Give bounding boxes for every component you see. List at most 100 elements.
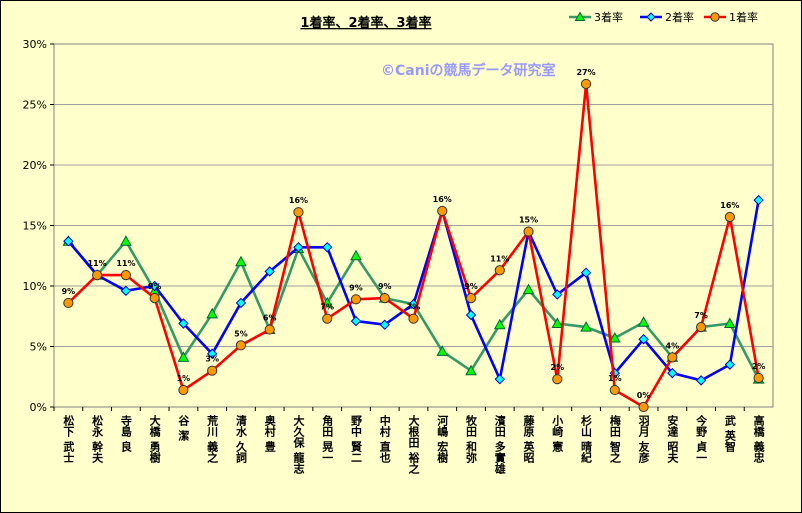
data-point — [206, 307, 219, 319]
data-point — [120, 270, 132, 281]
x-tick-label: 河嶋 宏樹 — [436, 414, 449, 464]
data-point — [206, 348, 218, 359]
data-point — [293, 242, 304, 253]
data-point — [178, 384, 189, 396]
legend-marker — [646, 12, 656, 22]
legend-label: 1着率 — [729, 10, 758, 24]
data-label: 5% — [234, 329, 248, 338]
data-point — [494, 373, 505, 385]
data-point — [379, 319, 390, 330]
y-tick-label: 20% — [23, 159, 47, 172]
x-tick-label: 武 英智 — [723, 414, 737, 453]
legend: 3着率 2着率 1着率 — [569, 10, 758, 24]
chart-title: 1着率、2着率、3着率 — [300, 15, 431, 31]
data-point — [638, 334, 649, 345]
data-point — [695, 375, 707, 386]
x-tick-label: 羽月 友彦 — [637, 415, 651, 464]
x-tick-label: 今野 貞一 — [695, 414, 709, 463]
data-label: 7% — [407, 303, 421, 312]
data-label: 4% — [666, 341, 680, 350]
data-point — [322, 313, 333, 324]
data-point — [350, 249, 362, 261]
x-tick-label: 大根田 裕之 — [407, 414, 421, 475]
data-point — [724, 317, 736, 329]
data-point — [465, 364, 477, 376]
x-tick-label: 奥村 豊 — [263, 414, 277, 452]
x-tick-label: 角田 晃一 — [321, 414, 335, 463]
data-label: 11% — [116, 259, 135, 268]
data-point — [178, 318, 189, 329]
data-point — [408, 313, 419, 324]
data-point — [350, 315, 362, 327]
data-point — [177, 351, 190, 362]
data-label: 9% — [349, 283, 363, 292]
data-point — [667, 367, 678, 379]
data-label: 7% — [694, 311, 708, 320]
data-point — [667, 352, 678, 363]
data-label: 1% — [608, 374, 622, 383]
x-tick-label: 杉山 晴紀 — [580, 414, 593, 464]
data-point — [637, 316, 650, 327]
data-point — [120, 235, 132, 246]
data-point — [552, 374, 563, 385]
data-point — [149, 293, 160, 304]
data-point — [724, 359, 736, 370]
data-label: 0% — [637, 391, 651, 400]
x-tick-label: 牧田 和弥 — [465, 414, 478, 464]
x-tick-label: 松下 武士 — [62, 414, 75, 463]
data-point — [523, 226, 534, 237]
data-point — [235, 255, 247, 267]
legend-marker — [574, 11, 586, 21]
x-tick-label: 荒川 義之 — [206, 414, 220, 464]
x-tick-label: 松永 幹夫 — [91, 414, 105, 464]
x-tick-label: 谷 潔 — [177, 414, 190, 442]
x-tick-label: 高橋 義忠 — [752, 414, 765, 464]
data-point — [63, 297, 74, 309]
x-tick-label: 安達 昭夫 — [666, 414, 679, 464]
data-label: 27% — [576, 68, 595, 77]
data-label: 2% — [551, 363, 565, 372]
data-point — [580, 321, 592, 332]
x-tick-label: 藤原 英昭 — [522, 414, 536, 464]
x-tick-label: 大橋 勇樹 — [148, 414, 161, 464]
data-point — [235, 297, 247, 309]
y-tick-label: 30% — [23, 38, 47, 51]
data-label: 1% — [177, 374, 191, 383]
data-point — [350, 294, 362, 305]
data-label: 7% — [320, 303, 334, 312]
y-tick-label: 0% — [30, 401, 47, 414]
data-point — [580, 267, 592, 278]
data-label: 16% — [289, 196, 308, 205]
data-label: 9% — [378, 282, 392, 291]
data-point — [120, 285, 132, 297]
data-point — [753, 372, 764, 384]
data-point — [264, 266, 275, 277]
legend-marker — [710, 12, 720, 22]
data-point — [608, 332, 621, 343]
data-label: 9% — [148, 282, 162, 291]
data-point — [522, 283, 535, 295]
y-tick-label: 25% — [23, 99, 47, 112]
data-point — [696, 322, 707, 333]
data-label: 9% — [62, 287, 76, 296]
x-tick-label: 小崎 憲 — [551, 414, 565, 452]
data-point — [92, 270, 103, 281]
x-tick-label: 梅田 智之 — [608, 414, 621, 464]
x-tick-label: 清水 久詞 — [234, 414, 247, 464]
data-label: 16% — [433, 195, 452, 204]
data-label: 6% — [263, 314, 277, 323]
y-tick-label: 5% — [30, 341, 47, 354]
data-label: 2% — [752, 362, 766, 371]
data-point — [437, 205, 448, 217]
legend-label: 3着率 — [594, 10, 623, 24]
data-point — [436, 345, 449, 356]
data-point — [235, 340, 247, 351]
data-label: 3% — [205, 355, 219, 364]
data-point — [580, 78, 592, 90]
data-point — [264, 324, 275, 335]
watermark: ©Caniの競馬データ研究室 — [381, 62, 556, 79]
x-tick-label: 大久保 龍志 — [292, 414, 306, 474]
data-label: 11% — [490, 254, 509, 263]
